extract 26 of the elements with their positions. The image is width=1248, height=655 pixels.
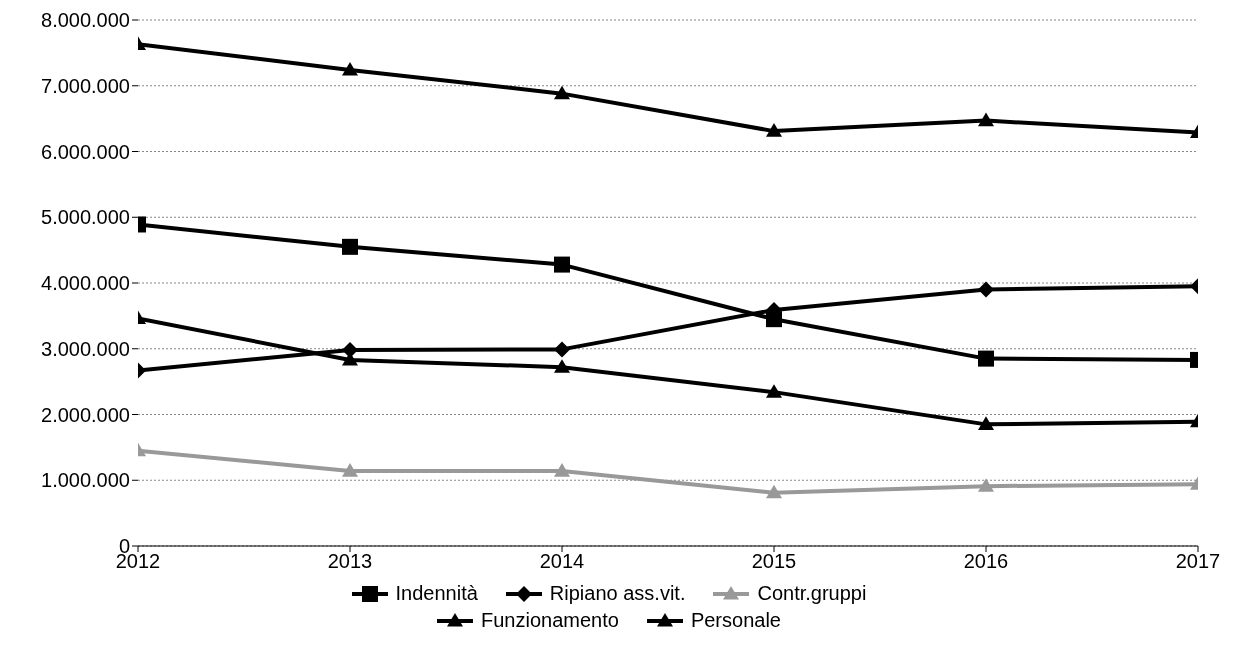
x-tick-label: 2016	[963, 550, 1009, 573]
y-tick-label: 6.000.000	[41, 140, 130, 163]
point	[554, 463, 570, 477]
legend-label: Funzionamento	[481, 609, 619, 632]
y-tick-label: 1.000.000	[41, 469, 130, 492]
point	[554, 85, 570, 100]
y-tick-label: 4.000.000	[41, 272, 130, 295]
legend-label: Personale	[690, 609, 781, 632]
point	[766, 123, 782, 137]
y-tick-label: 2.000.000	[41, 403, 130, 426]
legend-label: Ripiano ass.vit.	[549, 582, 686, 605]
point	[554, 341, 570, 358]
legend-label: Indennità	[395, 582, 478, 605]
point	[766, 384, 782, 398]
x-tick-label: 2015	[751, 550, 797, 573]
point	[554, 359, 570, 373]
y-tick-label: 8.000.000	[41, 9, 130, 32]
x-tick-label: 2017	[1175, 550, 1221, 573]
y-tick-label: 7.000.000	[41, 74, 130, 97]
legend-label: Contr.gruppi	[757, 582, 867, 605]
point	[766, 484, 782, 499]
x-tick-label: 2013	[327, 550, 373, 573]
point	[554, 256, 570, 273]
y-tick-label: 3.000.000	[41, 337, 130, 360]
y-tick-label: 5.000.000	[41, 206, 130, 229]
x-tick-label: 2014	[539, 550, 585, 573]
